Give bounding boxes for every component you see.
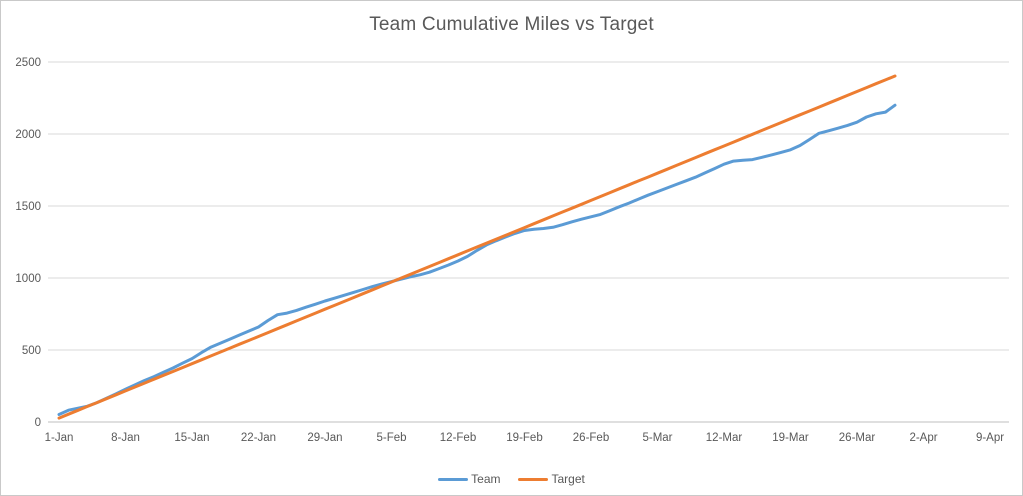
x-tick-label: 26-Mar xyxy=(839,432,876,444)
y-tick-label: 1000 xyxy=(15,273,41,285)
x-tick-label: 15-Jan xyxy=(174,432,209,444)
y-tick-label: 1500 xyxy=(15,201,41,213)
y-tick-label: 2500 xyxy=(15,57,41,69)
x-tick-label: 5-Mar xyxy=(642,432,672,444)
x-tick-label: 9-Apr xyxy=(976,432,1004,444)
legend: Team Target xyxy=(1,472,1022,486)
legend-item-target[interactable]: Target xyxy=(518,472,585,486)
x-tick-label: 12-Mar xyxy=(706,432,743,444)
legend-swatch-target xyxy=(518,477,549,481)
y-tick-label: 0 xyxy=(35,417,41,429)
x-tick-label: 19-Mar xyxy=(772,432,809,444)
x-tick-label: 1-Jan xyxy=(45,432,74,444)
series-line-target[interactable] xyxy=(57,74,897,420)
x-tick-label: 8-Jan xyxy=(111,432,140,444)
series-line-team[interactable] xyxy=(57,103,897,416)
x-tick-label: 2-Apr xyxy=(909,432,937,444)
legend-label: Team xyxy=(471,472,501,486)
x-tick-label: 22-Jan xyxy=(241,432,276,444)
x-tick-label: 5-Feb xyxy=(376,432,406,444)
x-tick-label: 26-Feb xyxy=(573,432,609,444)
y-tick-label: 2000 xyxy=(15,129,41,141)
legend-label: Target xyxy=(551,472,585,486)
legend-item-team[interactable]: Team xyxy=(438,472,500,486)
chart-title: Team Cumulative Miles vs Target xyxy=(369,14,654,35)
x-tick-label: 12-Feb xyxy=(440,432,476,444)
x-tick-label: 19-Feb xyxy=(506,432,542,444)
x-tick-label: 29-Jan xyxy=(307,432,342,444)
y-tick-label: 500 xyxy=(22,345,41,357)
legend-swatch-team xyxy=(438,477,469,481)
